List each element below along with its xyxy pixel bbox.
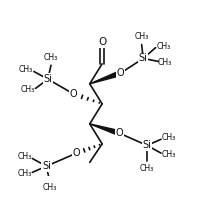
Polygon shape: [90, 71, 122, 84]
Text: CH₃: CH₃: [158, 58, 172, 67]
Text: O: O: [115, 128, 123, 138]
Text: Si: Si: [143, 140, 151, 150]
Text: O: O: [70, 89, 77, 99]
Text: O: O: [73, 148, 80, 158]
Text: CH₃: CH₃: [135, 32, 149, 41]
Text: Si: Si: [139, 53, 148, 63]
Text: CH₃: CH₃: [162, 150, 176, 159]
Text: CH₃: CH₃: [18, 169, 32, 178]
Text: O: O: [117, 68, 125, 78]
Text: CH₃: CH₃: [21, 86, 35, 94]
Text: O: O: [98, 37, 106, 47]
Text: CH₃: CH₃: [44, 53, 58, 62]
Text: CH₃: CH₃: [140, 164, 154, 173]
Text: Si: Si: [42, 161, 51, 171]
Text: CH₃: CH₃: [156, 42, 170, 51]
Text: CH₃: CH₃: [42, 183, 57, 192]
Polygon shape: [90, 124, 120, 135]
Text: CH₃: CH₃: [19, 66, 33, 74]
Text: CH₃: CH₃: [162, 133, 176, 142]
Text: CH₃: CH₃: [18, 152, 32, 162]
Text: Si: Si: [43, 74, 52, 84]
